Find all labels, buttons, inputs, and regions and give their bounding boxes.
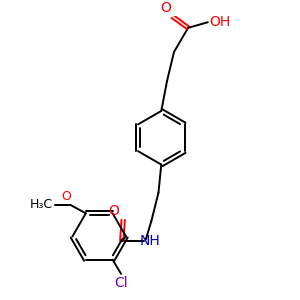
Text: H₃C: H₃C: [30, 198, 53, 211]
Text: OH: OH: [209, 15, 230, 29]
Text: NH: NH: [140, 234, 160, 248]
Text: Cl: Cl: [114, 276, 128, 290]
Text: O: O: [160, 1, 171, 15]
Text: O: O: [108, 204, 119, 218]
Text: O: O: [61, 190, 71, 203]
